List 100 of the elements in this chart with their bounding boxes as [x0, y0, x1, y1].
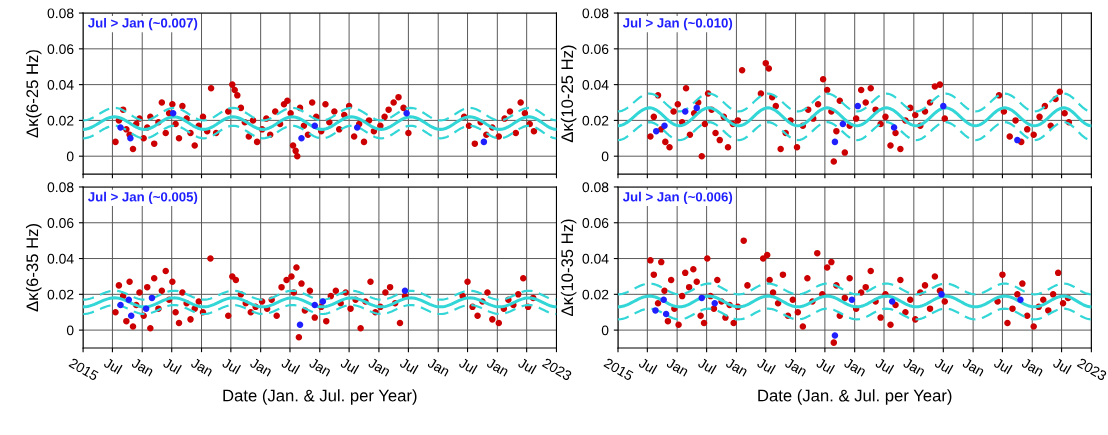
point [319, 298, 327, 305]
point [652, 307, 659, 314]
x-tick-label: Jan [843, 357, 867, 377]
annotation: Jul > Jan (~0.010) [622, 17, 733, 31]
x-tick-label: Jul [103, 357, 123, 375]
x-tick-label: Jul [874, 357, 895, 375]
point [148, 294, 156, 302]
point [1014, 136, 1021, 144]
point [125, 296, 133, 303]
x-tick-label: Jul [339, 357, 360, 375]
x-tick-label: Jan [367, 357, 391, 377]
y-axis-title: Δκ(10-35 Hz) [560, 219, 577, 317]
x-tick-label: 2023 [541, 357, 573, 382]
x-tick-label: 2023 [1076, 357, 1108, 382]
x-tick-label: Jan [784, 357, 808, 377]
annotation: Jul > Jan (~0.005) [88, 191, 198, 205]
x-tick-label: Jul [162, 357, 182, 375]
y-axis-title: Δκ(10-25 Hz) [560, 45, 577, 143]
point [662, 310, 670, 318]
point [142, 305, 150, 312]
annotation: Jul > Jan (~0.006) [622, 191, 733, 205]
x-tick-label: Jan [725, 357, 749, 377]
point [311, 122, 319, 130]
x-tick-label: Jan [1020, 357, 1045, 377]
y-tick-label: 0.06 [47, 218, 74, 228]
y-tick-label: 0.02 [47, 289, 74, 300]
point [848, 296, 856, 303]
x-tick-label: Jan [190, 357, 214, 377]
point [660, 296, 667, 303]
point [127, 135, 134, 142]
x-tick-label: Jul [697, 357, 717, 375]
y-tick-label: 0.02 [582, 289, 609, 300]
x-tick-label: Jul [815, 357, 836, 375]
x-tick-label: Jul [933, 357, 954, 375]
point [169, 109, 177, 117]
y-tick-label: 0.08 [582, 8, 609, 19]
y-tick-label: 0.08 [47, 8, 74, 19]
y-tick-label: 0.08 [47, 182, 74, 193]
y-tick-label: 0.06 [582, 44, 609, 54]
point [693, 104, 700, 112]
point [296, 321, 304, 328]
x-tick-label: Jan [665, 357, 690, 377]
x-tick-label: Jul [1052, 357, 1072, 375]
point [401, 287, 409, 294]
point [311, 301, 319, 309]
y-tick-label: 0 [601, 151, 609, 162]
x-tick-label: Jan [308, 357, 332, 377]
x-axis-title: Date (Jan. & Jul. per Year) [223, 389, 417, 405]
annotation: Jul > Jan (~0.007) [88, 17, 198, 31]
point [831, 332, 839, 339]
point [353, 124, 361, 131]
point [298, 135, 305, 142]
x-tick-label: Jul [458, 357, 478, 375]
point [117, 124, 124, 131]
y-tick-label: 0.06 [582, 218, 609, 228]
y-axis-title: Δκ(6-25 Hz) [25, 50, 42, 138]
x-tick-label: Jan [130, 357, 155, 377]
point [854, 102, 862, 110]
x-tick-label: Jul [993, 357, 1013, 375]
point [938, 291, 945, 298]
y-tick-label: 0 [601, 325, 609, 336]
y-tick-label: 0.04 [582, 79, 609, 90]
point [661, 122, 668, 130]
x-tick-label: Jul [637, 357, 658, 375]
point [839, 120, 847, 128]
y-tick-label: 0 [66, 325, 74, 336]
y-tick-label: 0.08 [582, 182, 609, 193]
y-tick-label: 0.02 [582, 115, 609, 126]
x-tick-label: 2015 [68, 357, 100, 382]
x-tick-label: Jan [249, 357, 273, 377]
point [652, 127, 660, 135]
x-tick-label: Jan [426, 357, 451, 377]
x-tick-label: Jul [221, 357, 241, 375]
x-tick-label: Jul [756, 357, 776, 375]
point [117, 301, 124, 309]
x-axis-title: Date (Jan. & Jul. per Year) [758, 389, 952, 405]
point [940, 102, 947, 110]
point [403, 109, 410, 117]
x-tick-label: Jul [517, 357, 537, 375]
y-tick-label: 0.02 [47, 115, 74, 126]
y-tick-label: 0.04 [582, 253, 609, 264]
y-tick-label: 0.06 [47, 44, 74, 54]
point [127, 312, 135, 320]
y-axis-title: Δκ(6-35 Hz) [25, 224, 42, 312]
x-tick-label: Jan [961, 357, 986, 377]
point [698, 294, 706, 302]
y-tick-label: 0.04 [47, 79, 74, 90]
point [888, 298, 896, 305]
y-tick-label: 0.04 [47, 253, 74, 264]
x-tick-label: Jan [902, 357, 926, 377]
point [711, 300, 718, 307]
point [890, 124, 898, 131]
point [480, 138, 488, 146]
point [831, 138, 839, 146]
x-tick-label: Jan [485, 357, 510, 377]
x-tick-label: Jul [399, 357, 419, 375]
y-tick-label: 0 [66, 151, 74, 162]
point [1017, 296, 1024, 303]
point [681, 108, 689, 115]
x-tick-label: 2015 [603, 357, 634, 382]
